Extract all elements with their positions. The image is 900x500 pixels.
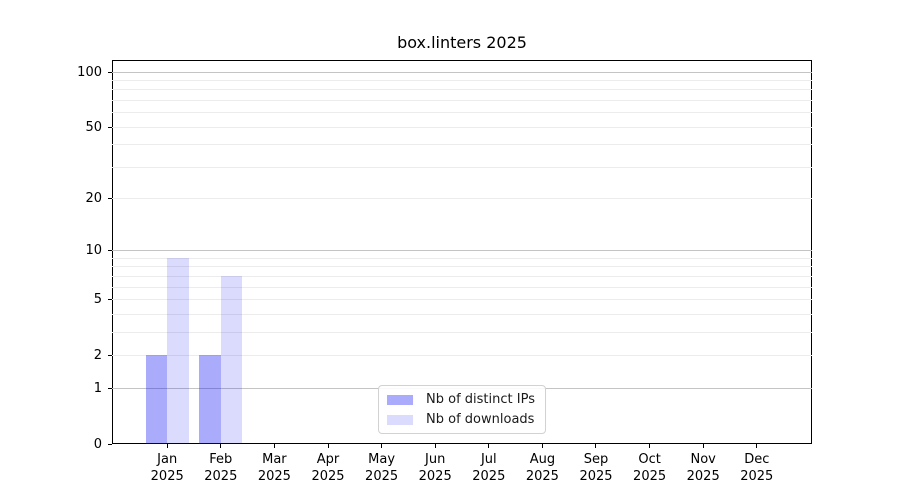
x-tick-label: Aug 2025 [525, 452, 559, 484]
bar-distinct-ips [199, 355, 221, 444]
minor-gridline [112, 331, 812, 333]
y-tick-mark [108, 198, 112, 200]
x-tick-label: Apr 2025 [311, 452, 345, 484]
minor-gridline [112, 198, 812, 200]
legend-swatch-downloads [387, 414, 414, 425]
x-tick-mark [541, 444, 543, 448]
x-tick-mark [702, 444, 704, 448]
minor-gridline [112, 354, 812, 356]
minor-gridline [112, 266, 812, 268]
x-tick-label: Mar 2025 [257, 452, 291, 484]
x-tick-mark [166, 444, 168, 448]
legend-item-downloads: Nb of downloads [387, 412, 535, 427]
bar-downloads [167, 258, 189, 444]
x-tick-mark [595, 444, 597, 448]
x-tick-label: Oct 2025 [633, 452, 667, 484]
x-tick-label: Sep 2025 [579, 452, 613, 484]
y-tick-label: 100 [77, 64, 102, 80]
y-tick-mark [108, 299, 112, 301]
minor-gridline [112, 144, 812, 146]
y-tick-label: 0 [93, 436, 102, 452]
major-gridline [112, 250, 812, 252]
minor-gridline [112, 79, 812, 81]
plot-area: 0 1 2 5 10 20 50 100 Jan 2025 Feb 2025 Mar 2025 Apr 202… [77, 60, 812, 484]
minor-gridline [112, 286, 812, 288]
y-tick-label: 10 [85, 243, 102, 259]
x-tick-mark [381, 444, 383, 448]
x-tick-mark [273, 444, 275, 448]
x-tick-label: May 2025 [365, 452, 399, 484]
legend-swatch-distinct-ips [387, 394, 414, 405]
x-tick-mark [327, 444, 329, 448]
y-tick-label: 2 [93, 347, 102, 363]
legend-label-distinct-ips: Nb of distinct IPs [426, 392, 535, 407]
x-tick-mark [488, 444, 490, 448]
x-tick-label: Jul 2025 [472, 452, 506, 484]
x-tick-label: Jun 2025 [418, 452, 452, 484]
y-tick-mark [108, 443, 112, 445]
minor-gridline [112, 275, 812, 277]
minor-gridline [112, 166, 812, 168]
x-tick-label: Jan 2025 [150, 452, 184, 484]
minor-gridline [112, 257, 812, 259]
x-tick-label: Dec 2025 [740, 452, 774, 484]
y-tick-mark [108, 71, 112, 73]
y-tick-mark [108, 250, 112, 252]
x-tick-mark [220, 444, 222, 448]
legend-label-downloads: Nb of downloads [426, 412, 535, 427]
x-tick-mark [434, 444, 436, 448]
major-gridline [112, 71, 812, 73]
legend: Nb of distinct IPs Nb of downloads [378, 385, 546, 434]
y-tick-label: 5 [93, 292, 102, 308]
x-tick-label: Feb 2025 [204, 452, 238, 484]
x-tick-mark [649, 444, 651, 448]
chart-title: box.linters 2025 [397, 33, 527, 52]
y-tick-mark [108, 387, 112, 389]
minor-gridline [112, 299, 812, 301]
legend-item-distinct-ips: Nb of distinct IPs [387, 392, 535, 407]
bar-downloads [220, 276, 243, 444]
minor-gridline [112, 126, 812, 128]
y-tick-mark [108, 126, 112, 128]
y-tick-label: 1 [93, 380, 102, 396]
y-tick-label: 20 [85, 191, 102, 207]
minor-gridline [112, 99, 812, 101]
minor-gridline [112, 112, 812, 114]
bar-distinct-ips [145, 355, 168, 444]
x-tick-label: Nov 2025 [686, 452, 720, 484]
minor-gridline [112, 89, 812, 91]
y-tick-label: 50 [85, 119, 102, 135]
y-tick-mark [108, 354, 112, 356]
minor-gridline [112, 313, 812, 315]
x-tick-mark [756, 444, 758, 448]
